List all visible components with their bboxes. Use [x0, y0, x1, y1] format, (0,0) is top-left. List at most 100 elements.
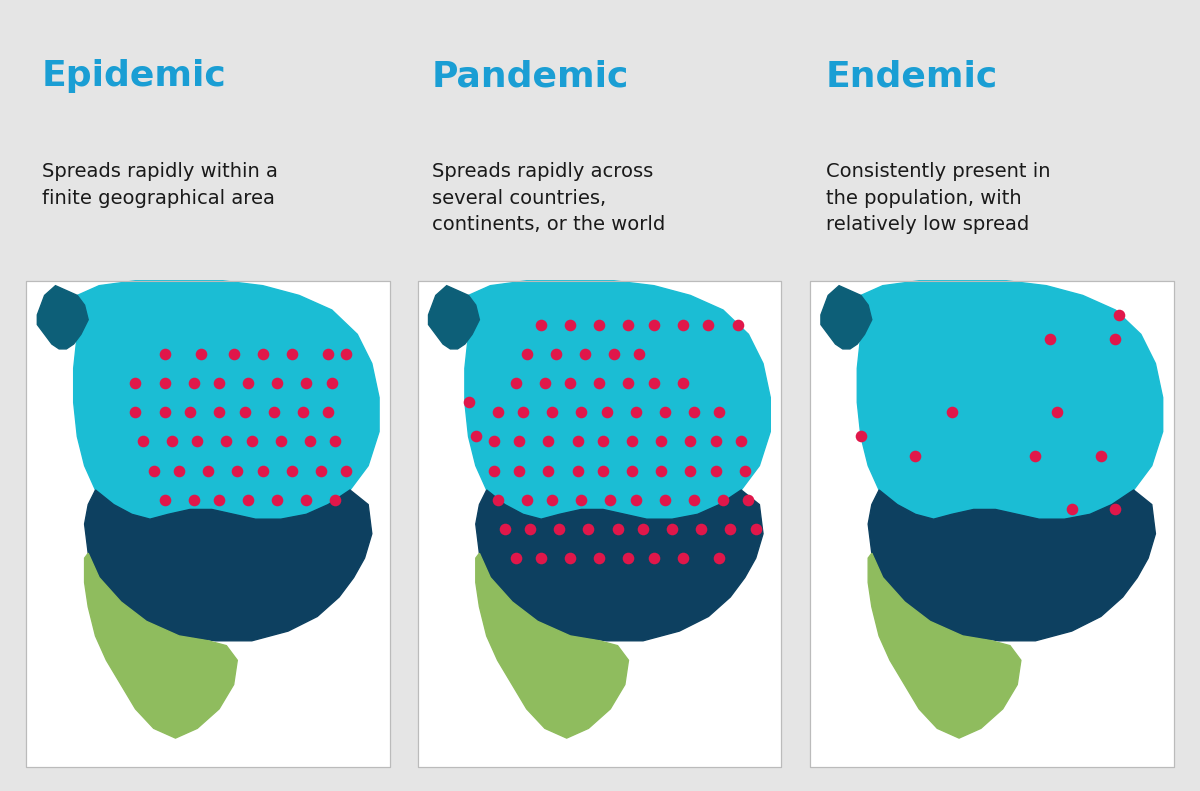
- Point: [239, 377, 258, 389]
- Point: [337, 464, 356, 477]
- Point: [619, 377, 638, 389]
- Point: [736, 464, 755, 477]
- Polygon shape: [868, 553, 1021, 738]
- Polygon shape: [84, 553, 238, 738]
- Point: [271, 435, 290, 448]
- Point: [680, 435, 700, 448]
- Point: [488, 494, 508, 506]
- Point: [485, 464, 504, 477]
- Polygon shape: [857, 281, 1163, 519]
- Point: [253, 347, 272, 360]
- Point: [155, 494, 174, 506]
- Point: [180, 406, 199, 418]
- Point: [626, 494, 646, 506]
- Point: [709, 552, 728, 565]
- Point: [458, 396, 478, 409]
- Point: [532, 318, 551, 331]
- Point: [619, 318, 638, 331]
- Point: [652, 464, 671, 477]
- Point: [728, 318, 748, 331]
- Point: [673, 552, 692, 565]
- Text: Pandemic: Pandemic: [432, 59, 629, 93]
- Point: [542, 406, 562, 418]
- Point: [466, 430, 485, 443]
- Point: [706, 435, 725, 448]
- Polygon shape: [475, 490, 763, 641]
- Point: [517, 347, 536, 360]
- Point: [732, 435, 751, 448]
- Point: [539, 435, 558, 448]
- Point: [133, 435, 152, 448]
- Point: [942, 406, 961, 418]
- Point: [575, 347, 594, 360]
- Polygon shape: [821, 286, 872, 349]
- Point: [532, 552, 551, 565]
- Point: [224, 347, 244, 360]
- Point: [906, 449, 925, 462]
- Point: [709, 406, 728, 418]
- Point: [155, 377, 174, 389]
- Point: [1091, 449, 1110, 462]
- Point: [568, 435, 587, 448]
- Point: [623, 435, 642, 448]
- Point: [684, 494, 703, 506]
- Polygon shape: [73, 281, 379, 519]
- FancyBboxPatch shape: [418, 281, 781, 767]
- Point: [571, 494, 590, 506]
- Point: [253, 464, 272, 477]
- Point: [228, 464, 247, 477]
- Point: [590, 552, 608, 565]
- Point: [300, 435, 319, 448]
- Point: [601, 494, 620, 506]
- Point: [655, 494, 674, 506]
- Point: [293, 406, 312, 418]
- Point: [594, 435, 613, 448]
- Point: [1062, 503, 1081, 516]
- Point: [721, 523, 740, 536]
- Point: [1106, 333, 1126, 346]
- Point: [514, 406, 533, 418]
- Point: [126, 406, 145, 418]
- Point: [296, 377, 316, 389]
- Point: [521, 523, 540, 536]
- Point: [510, 464, 529, 477]
- Polygon shape: [428, 286, 480, 349]
- Point: [318, 406, 337, 418]
- Point: [311, 464, 330, 477]
- Point: [655, 406, 674, 418]
- Point: [608, 523, 628, 536]
- Point: [594, 464, 613, 477]
- Point: [282, 347, 301, 360]
- Point: [155, 406, 174, 418]
- Point: [560, 552, 580, 565]
- Point: [598, 406, 617, 418]
- Point: [337, 347, 356, 360]
- Point: [739, 494, 758, 506]
- Point: [268, 377, 287, 389]
- Point: [323, 377, 342, 389]
- Point: [644, 318, 664, 331]
- Point: [242, 435, 262, 448]
- Point: [217, 435, 236, 448]
- Point: [155, 347, 174, 360]
- Point: [235, 406, 254, 418]
- Point: [296, 494, 316, 506]
- Point: [239, 494, 258, 506]
- Point: [184, 494, 203, 506]
- Point: [535, 377, 554, 389]
- Point: [184, 377, 203, 389]
- Point: [691, 523, 710, 536]
- Point: [162, 435, 181, 448]
- Point: [506, 377, 526, 389]
- Point: [590, 377, 608, 389]
- Point: [605, 347, 624, 360]
- Polygon shape: [37, 286, 89, 349]
- Point: [485, 435, 504, 448]
- Point: [542, 494, 562, 506]
- Point: [169, 464, 188, 477]
- Point: [673, 318, 692, 331]
- Point: [488, 406, 508, 418]
- Point: [680, 464, 700, 477]
- Point: [517, 494, 536, 506]
- Point: [326, 435, 346, 448]
